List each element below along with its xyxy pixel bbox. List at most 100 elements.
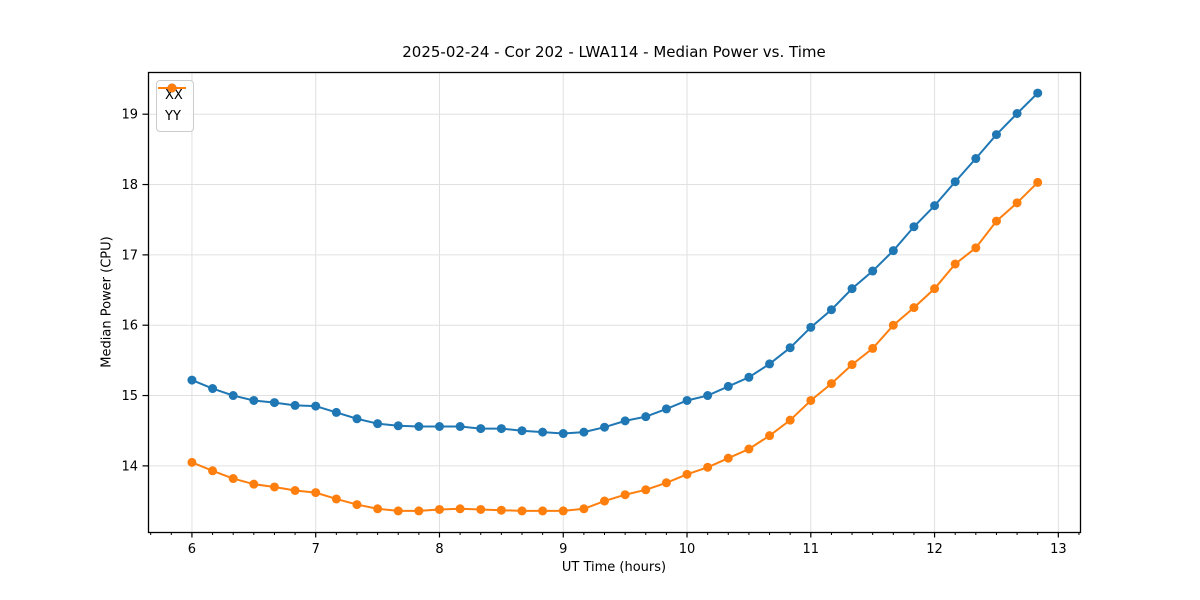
series-xx-marker [641,412,651,422]
series-yy-marker [187,457,197,467]
series-xx-marker [558,429,568,439]
series-yy-marker [269,482,279,492]
series-xx-marker [1033,88,1043,98]
series-xx-marker [806,322,816,332]
series-yy-marker [373,504,383,514]
series-xx-marker [393,421,403,431]
series-yy-marker [641,485,651,495]
series-yy-marker [847,360,857,370]
x-axis-ticks: 6 7 8 9 10 11 12 13 [150,532,1080,557]
series-yy-marker [950,259,960,269]
series-xx-marker [703,391,713,401]
series-yy-marker [290,486,300,495]
series-yy-marker [991,216,1001,226]
series-yy-marker [496,505,506,515]
series-xx-marker [682,395,692,405]
series-xx-marker [1012,109,1022,118]
series-xx-marker [661,404,671,414]
series-yy-marker [311,488,321,498]
series-xx-marker [455,422,465,431]
series-yy-marker [703,462,713,472]
x-tick-label: 7 [312,542,320,557]
series-xx-marker [620,416,630,426]
series-yy-marker [1012,198,1022,208]
y-tick-label: 15 [121,389,138,404]
series-yy-marker [785,415,795,425]
series-yy-marker [538,506,548,516]
series-yy-marker [228,474,238,484]
series-xx-marker [187,375,197,385]
series-yy-marker [1033,177,1043,187]
series-yy-marker [620,490,630,500]
series-xx-marker [269,398,279,408]
series-yy-marker [971,243,981,253]
series-xx-marker [744,372,754,382]
series-yy-marker [826,379,836,389]
series-yy-marker [723,453,733,463]
series-yy-marker [558,506,568,516]
series-xx-marker [538,427,548,437]
series-xx-marker [765,359,775,369]
series-yy-marker [455,504,465,514]
series-xx-marker [868,266,878,276]
series-xx-marker [971,154,981,164]
y-axis-ticks: 14 15 16 17 18 19 [121,108,148,474]
series-yy-marker [806,395,816,405]
series-xx-marker [331,407,341,417]
y-tick-label: 18 [121,178,138,193]
series-xx-line [191,92,1039,435]
series-yy-marker [331,494,341,504]
series-yy-marker [393,506,403,516]
series-xx-marker [311,401,321,411]
legend: XX YY [156,80,194,132]
x-tick-label: 12 [926,542,943,557]
series-yy-marker [888,320,898,330]
series-xx-marker [991,130,1001,140]
x-tick-label: 8 [435,542,443,557]
plot-grid [148,72,1080,532]
series-yy-marker [930,284,940,294]
series-xx-marker [785,343,795,353]
y-axis-label: Median Power (CPU) [99,236,115,368]
x-tick-label: 10 [679,542,696,557]
chart-title: 2025-02-24 - Cor 202 - LWA114 - Median P… [402,43,826,61]
series-xx-marker [476,424,486,434]
series-xx-marker [496,424,506,434]
series-yy-marker [517,506,527,516]
x-tick-label: 6 [188,542,196,557]
series-xx-marker [517,426,527,436]
series-xx-marker [414,422,424,431]
series-yy-marker [476,504,486,514]
series-yy-marker [765,431,775,441]
series-yy-marker [414,506,424,516]
series-yy-marker [682,469,692,479]
series-yy [187,177,1043,516]
series-xx-marker [208,384,218,394]
series-xx-marker [290,400,300,410]
legend-line-marker-icon [158,83,186,93]
series-xx-marker [950,177,960,187]
y-tick-label: 17 [121,248,138,263]
series-yy-marker [249,479,259,489]
y-tick-label: 19 [121,108,138,123]
series-xx-marker [352,414,362,424]
series-yy-marker [744,444,754,454]
series-xx-marker [888,246,898,256]
plot-spines [147,71,1082,534]
series-xx-marker [249,395,259,405]
series-yy-marker [661,478,671,488]
series-yy-marker [868,343,878,353]
x-tick-label: 13 [1050,542,1067,557]
y-tick-label: 16 [121,319,138,334]
series-xx-marker [847,284,857,294]
x-axis-label: UT Time (hours) [561,560,667,575]
legend-label-yy: YY [165,109,181,124]
x-tick-label: 9 [559,542,567,557]
x-tick-label: 11 [803,542,820,557]
series-xx-marker [930,201,940,211]
series-xx-marker [826,305,836,315]
series-xx-marker [434,422,444,431]
series-xx-marker [909,222,919,232]
